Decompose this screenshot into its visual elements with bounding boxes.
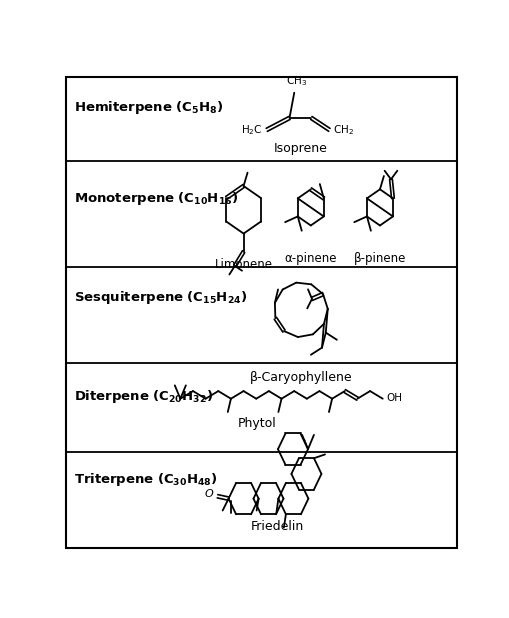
Text: $\bf{Triterpene}$ $\bf{(C_{30}H_{48})}$: $\bf{Triterpene}$ $\bf{(C_{30}H_{48})}$ [73, 471, 217, 488]
Text: β-pinene: β-pinene [353, 252, 405, 265]
Text: $\bf{Sesquiterpene}$ $\bf{(C_{15}H_{24})}$: $\bf{Sesquiterpene}$ $\bf{(C_{15}H_{24})… [73, 289, 246, 307]
Text: O: O [205, 489, 213, 499]
Text: Limonene: Limonene [214, 258, 272, 271]
Text: OH: OH [385, 393, 401, 403]
Text: $\bf{Hemiterpene}$ $\bf{(C_{5}H_{8})}$: $\bf{Hemiterpene}$ $\bf{(C_{5}H_{8})}$ [73, 99, 222, 116]
Text: $\bf{Diterpene}$ $\bf{(C_{20}H_{32})}$: $\bf{Diterpene}$ $\bf{(C_{20}H_{32})}$ [73, 388, 212, 405]
Text: Isoprene: Isoprene [273, 142, 327, 155]
Text: Friedelin: Friedelin [250, 520, 303, 533]
Text: CH$_2$: CH$_2$ [333, 123, 354, 137]
Text: $\bf{Monoterpene}$ $\bf{(C_{10}H_{16})}$: $\bf{Monoterpene}$ $\bf{(C_{10}H_{16})}$ [73, 190, 238, 207]
Text: H$_2$C: H$_2$C [241, 123, 262, 137]
Text: α-pinene: α-pinene [284, 252, 336, 265]
Text: CH$_3$: CH$_3$ [285, 74, 306, 88]
Text: Phytol: Phytol [238, 417, 276, 430]
Text: β-Caryophyllene: β-Caryophyllene [249, 371, 352, 384]
